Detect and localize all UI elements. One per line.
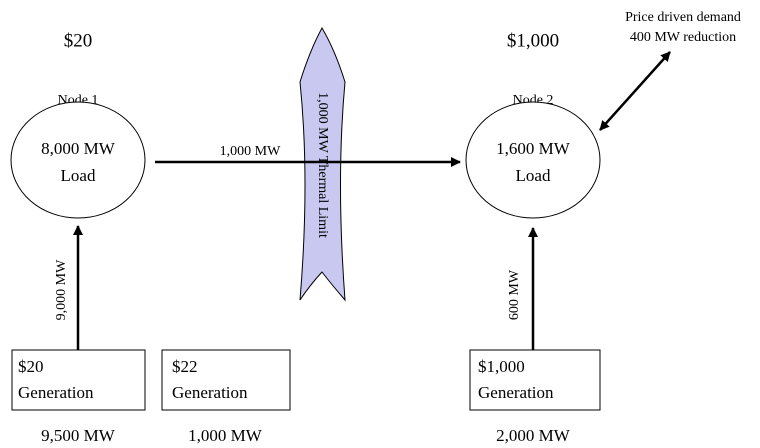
generator-label: Generation [18, 383, 94, 402]
generator-label: Generation [478, 383, 554, 402]
demand-note: 400 MW reduction [630, 30, 736, 45]
node-load-label: Load [61, 166, 96, 185]
generator-capacity: 9,500 MW [41, 426, 116, 445]
node-price: $1,000 [507, 30, 559, 51]
injection-label: 9,000 MW [54, 259, 69, 320]
generator-box [469, 349, 601, 411]
node [465, 101, 601, 219]
thermal-limit [299, 26, 346, 302]
generator-price: $20 [18, 357, 44, 376]
node-load: 8,000 MW [41, 139, 116, 158]
flow-label: 1,000 MW [220, 144, 281, 159]
node-price: $20 [64, 30, 93, 51]
generator-box [161, 349, 291, 411]
injection-label: 600 MW [507, 269, 522, 320]
generator-label: Generation [172, 383, 248, 402]
node-load: 1,600 MW [496, 139, 571, 158]
generator-box [11, 349, 146, 411]
generator-capacity: 2,000 MW [496, 426, 571, 445]
thermal-limit-label: 1,000 MW Thermal Limit [315, 92, 330, 238]
generator-price: $22 [172, 357, 198, 376]
demand-arrow [599, 51, 671, 131]
node-load-label: Load [516, 166, 551, 185]
demand-note: Price driven demand [625, 10, 741, 25]
node [10, 101, 146, 219]
generator-capacity: 1,000 MW [188, 426, 263, 445]
generator-price: $1,000 [478, 357, 525, 376]
